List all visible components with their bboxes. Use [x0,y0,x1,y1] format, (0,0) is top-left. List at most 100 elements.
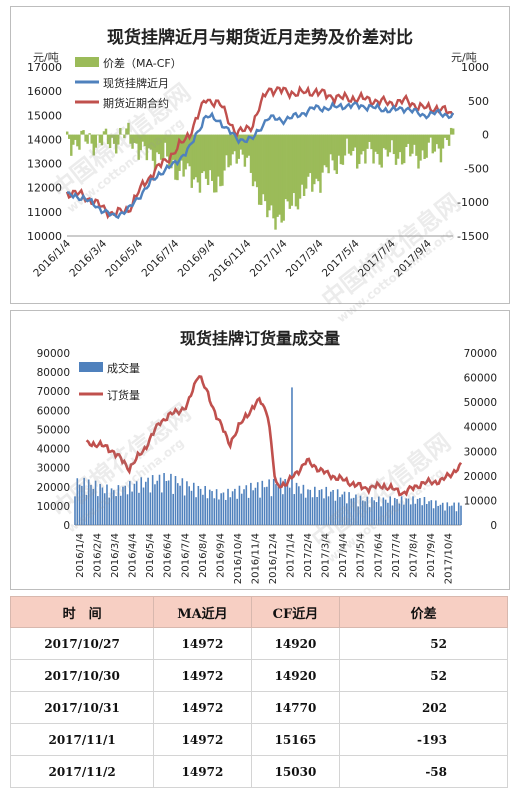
volume-bar [337,489,339,525]
volume-bar [234,489,236,525]
legend-label: 成交量 [107,361,140,375]
volume-bar [131,492,133,525]
volume-bar [250,483,252,525]
y-left-tick-label: 12000 [27,182,62,195]
volume-bar [120,496,122,525]
volume-bar [291,387,293,525]
cell-ma: 14972 [154,724,251,756]
volume-bar [332,490,334,525]
volume-bar [271,496,273,525]
volume-bar [204,486,206,525]
volume-bar [303,485,305,525]
x-tick-label: 2016/5/4 [103,237,145,279]
volume-bar [209,490,211,525]
volume-bar [255,488,257,525]
y-right-tick-label: 10000 [464,495,497,507]
volume-bar [282,494,284,525]
volume-bar [186,481,188,525]
volume-bar [193,483,195,525]
volume-bar [216,489,218,525]
x-tick-label: 2016/12/4 [268,533,279,584]
y-left-tick-label: 13000 [27,158,62,171]
volume-bar [369,507,371,525]
legend-swatch [75,57,99,67]
col-header-ma: MA近月 [154,597,251,628]
volume-bar [113,490,115,525]
volume-bar [312,497,314,525]
col-header-cf: CF近月 [251,597,340,628]
volume-bar [145,482,147,525]
volume-bar [453,503,455,525]
volume-bar [259,498,261,525]
volume-bar [298,486,300,525]
spread-bar [95,135,97,148]
volume-bar [124,486,126,525]
volume-bar [202,495,204,525]
legend-label: 期货近期合约 [103,96,169,110]
volume-bar [122,487,124,525]
volume-bar [97,496,99,525]
volume-bar [83,478,85,525]
volume-bar [74,496,76,525]
cell-spread: 52 [340,660,508,692]
volume-bar [79,485,81,525]
y-left-tick-label: 14000 [27,133,62,146]
volume-bar [102,487,104,525]
volume-bar [223,492,225,525]
cell-date: 2017/10/30 [11,660,154,692]
cell-spread: 52 [340,628,508,660]
x-tick-label: 2016/9/4 [215,533,226,578]
legend-swatch [79,362,103,372]
volume-bar [277,486,279,525]
volume-bar [389,496,391,525]
volume-bar [184,495,186,525]
y-right-tick-label: 20000 [464,471,497,483]
cell-cf: 14920 [251,660,340,692]
volume-bar [273,479,275,525]
volume-bar [154,484,156,525]
volume-bar [275,484,277,525]
volume-bar [344,492,346,525]
price-chart: 元/吨元/吨1000011000120001300014000150001600… [11,7,509,303]
volume-bar [108,498,110,525]
cell-date: 2017/11/2 [11,756,154,788]
volume-bar [346,503,348,525]
volume-bar [449,506,451,525]
volume-bar [305,498,307,525]
x-tick-label: 2016/10/4 [233,533,244,584]
x-tick-label: 2017/2/4 [303,533,314,578]
volume-bar [129,481,131,525]
y-right-tick-label: -1000 [457,196,489,209]
cell-date: 2017/10/31 [11,692,154,724]
y-left-tick-label: 15000 [27,109,62,122]
volume-bar [127,494,129,525]
volume-bar [191,491,193,525]
volume-bar [232,491,234,525]
volume-bar [460,506,462,525]
volume-bar [410,504,412,525]
volume-bar [175,476,177,525]
volume-bar [246,485,248,525]
volume-bar [428,501,430,525]
volume-bar [319,490,321,525]
volume-bar [225,500,227,525]
legend-label: 价差（MA-CF） [103,56,182,70]
x-tick-label: 2016/6/4 [163,533,174,578]
table-header-row: 时 间 MA近月 CF近月 价差 [11,597,508,628]
volume-bar [92,489,94,525]
volume-bar [431,500,433,525]
volume-bar [198,486,200,525]
y-left-tick-label: 10000 [27,230,62,243]
volume-bar [220,493,222,525]
x-tick-label: 2017/6/4 [373,533,384,578]
volume-bar [419,498,421,525]
volume-bar [296,483,298,525]
volume-bar [348,492,350,525]
col-header-spread: 价差 [340,597,508,628]
volume-bar [417,499,419,525]
spread-bar [66,132,68,135]
volume-bar [182,478,184,525]
volume-bar [200,489,202,525]
volume-bar [104,493,106,525]
